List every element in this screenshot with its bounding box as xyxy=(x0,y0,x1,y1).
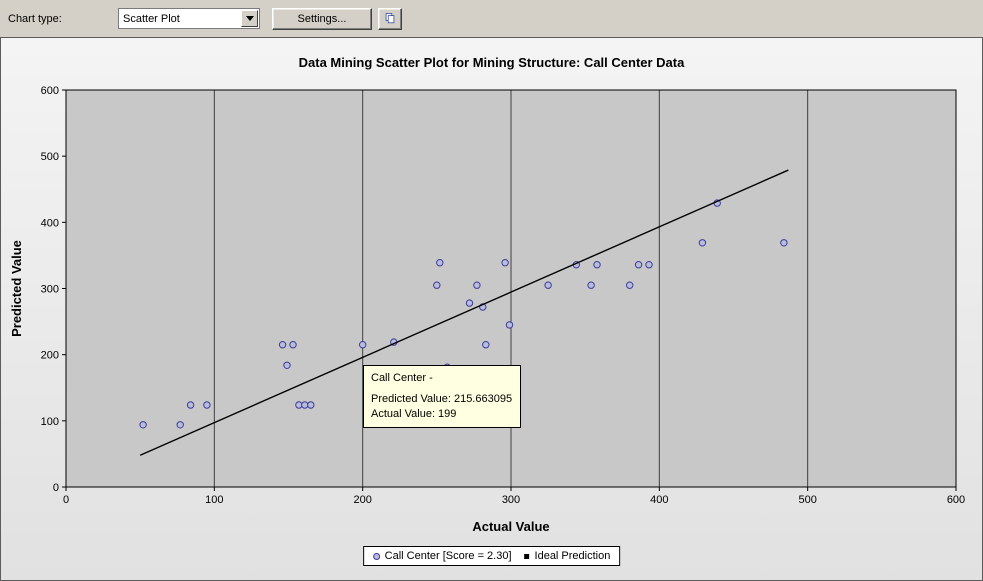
legend: Call Center [Score = 2.30] Ideal Predict… xyxy=(362,546,621,566)
y-tick-label: 200 xyxy=(41,350,59,362)
chart-type-dropdown[interactable]: Scatter Plot xyxy=(118,8,260,29)
chart-type-label: Chart type: xyxy=(8,12,62,25)
chart-panel: Data Mining Scatter Plot for Mining Stru… xyxy=(0,37,983,581)
copy-button[interactable] xyxy=(378,7,402,30)
y-axis-label: Predicted Value xyxy=(9,240,24,337)
x-tick-label: 400 xyxy=(650,494,668,506)
scatter-point[interactable] xyxy=(634,261,643,269)
y-tick-label: 600 xyxy=(41,85,59,97)
scatter-plot[interactable]: 0 100 200 300 400 500 600 0 100 200 300 400 500 600 Pr… xyxy=(1,38,982,580)
scatter-point[interactable] xyxy=(482,341,490,349)
chart-type-selected-value: Scatter Plot xyxy=(123,12,180,25)
chart-title: Data Mining Scatter Plot for Mining Stru… xyxy=(298,55,685,70)
x-tick-label: 600 xyxy=(947,494,965,506)
line-marker-icon xyxy=(524,553,530,559)
toolbar: Chart type: Scatter Plot Settings... xyxy=(0,0,983,37)
scatter-point[interactable] xyxy=(698,239,707,247)
scatter-point[interactable] xyxy=(473,281,481,289)
legend-item-ideal-prediction: Ideal Prediction xyxy=(524,550,611,562)
scatter-point[interactable] xyxy=(283,361,291,369)
x-tick-label: 100 xyxy=(205,494,223,506)
x-tick-label: 300 xyxy=(502,494,520,506)
scatter-point[interactable] xyxy=(436,259,444,267)
legend-label-ideal-prediction: Ideal Prediction xyxy=(534,550,611,562)
x-tick-label: 0 xyxy=(63,494,69,506)
scatter-point[interactable] xyxy=(645,261,653,269)
tooltip-actual-value: Actual Value: 199 xyxy=(371,408,457,420)
scatter-point[interactable] xyxy=(505,321,514,329)
tooltip-predicted-value: Predicted Value: 215.663095 xyxy=(371,393,513,405)
chevron-down-icon xyxy=(245,16,254,21)
plot-border xyxy=(65,89,957,488)
scatter-point[interactable] xyxy=(359,341,367,349)
ideal-prediction-line xyxy=(139,169,789,456)
y-tick-label: 300 xyxy=(41,284,59,296)
y-tick-label: 500 xyxy=(41,151,59,163)
x-tick-label: 500 xyxy=(798,494,816,506)
scatter-point[interactable] xyxy=(301,401,309,409)
settings-button[interactable]: Settings... xyxy=(272,7,372,30)
x-axis-label: Actual Value xyxy=(472,519,549,534)
scatter-point[interactable] xyxy=(278,341,287,349)
legend-item-call-center: Call Center [Score = 2.30] xyxy=(372,550,512,562)
y-tick-label: 400 xyxy=(41,217,59,229)
scatter-marker-icon xyxy=(372,552,380,560)
data-point-tooltip: Call Center - Predicted Value: 215.66309… xyxy=(363,365,522,428)
x-tick-label: 200 xyxy=(353,494,371,506)
scatter-point[interactable] xyxy=(289,341,297,349)
scatter-point[interactable] xyxy=(176,421,184,429)
scatter-point[interactable] xyxy=(780,239,788,247)
tooltip-series-name: Call Center - xyxy=(371,372,433,384)
dropdown-arrow-button[interactable] xyxy=(241,10,258,27)
scatter-point[interactable] xyxy=(186,401,195,409)
y-tick-label: 100 xyxy=(41,416,59,428)
scatter-point[interactable] xyxy=(544,281,552,289)
copy-icon xyxy=(385,13,395,24)
scatter-point[interactable] xyxy=(139,421,147,429)
y-tick-label: 0 xyxy=(53,482,59,494)
scatter-point[interactable] xyxy=(433,281,441,289)
scatter-point[interactable] xyxy=(465,299,474,307)
scatter-point[interactable] xyxy=(593,261,601,269)
legend-label-call-center: Call Center [Score = 2.30] xyxy=(384,550,512,562)
scatter-point[interactable] xyxy=(307,401,315,409)
scatter-point[interactable] xyxy=(203,401,211,409)
scatter-point[interactable] xyxy=(501,259,509,267)
scatter-point[interactable] xyxy=(626,281,634,289)
scatter-point[interactable] xyxy=(587,281,595,289)
